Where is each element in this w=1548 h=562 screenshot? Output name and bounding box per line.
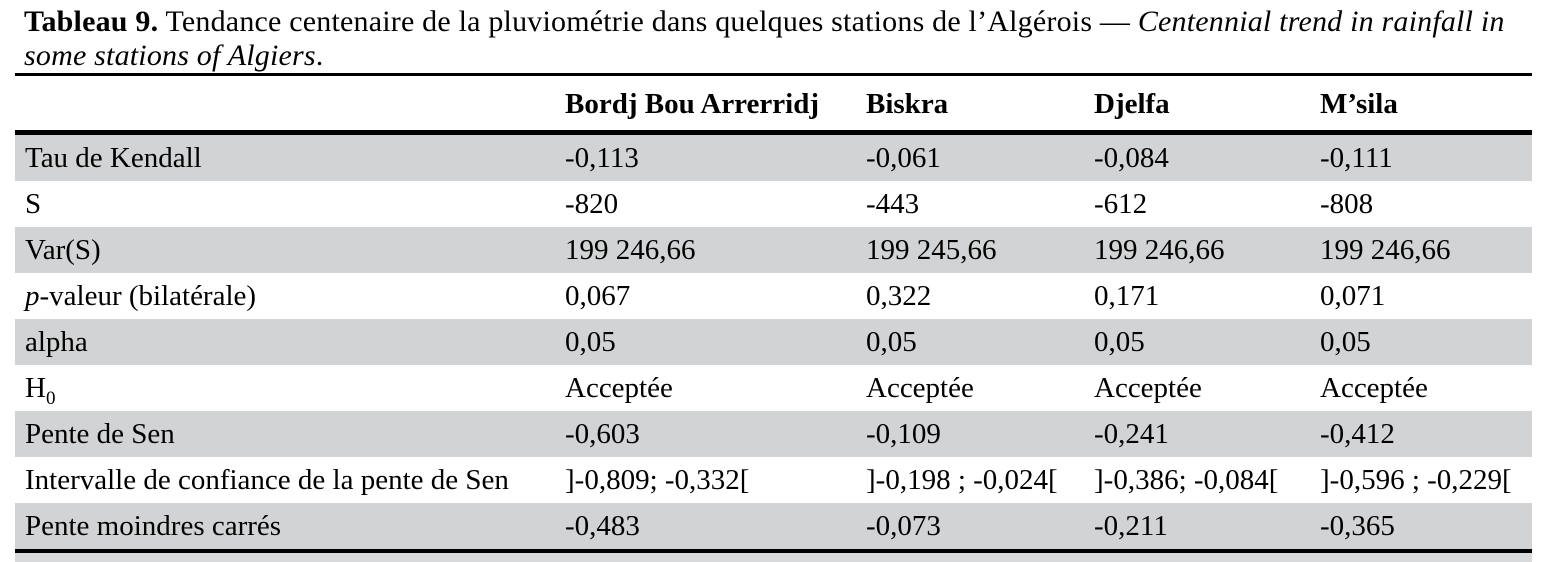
cell: -820 xyxy=(565,187,619,220)
cell: -0,241 xyxy=(1094,417,1169,450)
cell: -0,113 xyxy=(565,141,639,174)
cell: ]-0,596 ; -0,229[ xyxy=(1320,463,1512,496)
statistics-table-container: Bordj Bou Arrerridj Biskra Djelfa M’sila… xyxy=(15,73,1532,562)
row-label: Var(S) xyxy=(25,233,101,266)
cell: 199 246,66 xyxy=(1320,233,1451,266)
caption-dash: — xyxy=(1099,5,1131,38)
cell: -0,603 xyxy=(565,417,640,450)
table-row-var-s: Var(S) 199 246,66 199 245,66 199 246,66 … xyxy=(15,227,1532,273)
table-row-alpha: alpha 0,05 0,05 0,05 0,05 xyxy=(15,319,1532,365)
cell: -612 xyxy=(1094,187,1148,220)
cell: -0,412 xyxy=(1320,417,1395,450)
row-label: Intervalle de confiance de la pente de S… xyxy=(25,463,509,496)
column-header-djelfa: Djelfa xyxy=(1094,74,1320,135)
statistics-table: Bordj Bou Arrerridj Biskra Djelfa M’sila… xyxy=(15,73,1532,553)
table-row-pente-de-sen: Pente de Sen -0,603 -0,109 -0,241 -0,412 xyxy=(15,411,1532,457)
row-label: p-valeur (bilatérale) xyxy=(15,273,565,319)
cell: Acceptée xyxy=(1094,371,1202,404)
column-header-bordj-bou-arrerridj: Bordj Bou Arrerridj xyxy=(565,74,866,135)
column-header-empty xyxy=(15,74,565,135)
row-label: H0 xyxy=(15,365,565,411)
row-label: Pente de Sen xyxy=(25,417,175,450)
table-row-pente-moindres-carres: Pente moindres carrés -0,483 -0,073 -0,2… xyxy=(15,503,1532,551)
cell: 199 246,66 xyxy=(565,233,696,266)
cell: Acceptée xyxy=(565,371,673,404)
cell: Acceptée xyxy=(866,371,974,404)
header-row: Bordj Bou Arrerridj Biskra Djelfa M’sila xyxy=(15,74,1532,135)
caption-english-text: Centennial trend in rainfall in some sta… xyxy=(24,5,1505,72)
cell: 0,05 xyxy=(866,325,917,358)
caption-french-text: Tendance centenaire de la pluviométrie d… xyxy=(165,5,1093,38)
cell: -0,109 xyxy=(866,417,941,450)
cell: -0,483 xyxy=(565,509,640,542)
caption-period: . xyxy=(315,39,324,72)
next-row-sliver xyxy=(15,553,1532,562)
cell: -808 xyxy=(1320,187,1374,220)
row-label-h: H xyxy=(25,371,46,404)
cell: -0,061 xyxy=(866,141,941,174)
caption-table-number: Tableau 9. xyxy=(24,5,159,38)
row-label: Pente moindres carrés xyxy=(25,509,282,542)
column-header-msila: M’sila xyxy=(1320,74,1532,135)
cell: 0,05 xyxy=(1320,325,1371,358)
table-row-s: S -820 -443 -612 -808 xyxy=(15,181,1532,227)
cell: ]-0,809; -0,332[ xyxy=(565,463,750,496)
cell: -0,073 xyxy=(866,509,941,542)
cell: ]-0,198 ; -0,024[ xyxy=(866,463,1058,496)
cell: 199 245,66 xyxy=(866,233,997,266)
cell: -0,365 xyxy=(1320,509,1395,542)
cell: 0,071 xyxy=(1320,279,1386,312)
cell: 0,322 xyxy=(866,279,932,312)
table-row-intervalle-confiance: Intervalle de confiance de la pente de S… xyxy=(15,457,1532,503)
cell: -443 xyxy=(866,187,920,220)
table-row-h0: H0 Acceptée Acceptée Acceptée Acceptée xyxy=(15,365,1532,411)
cell: -0,111 xyxy=(1320,141,1393,174)
cell: Acceptée xyxy=(1320,371,1428,404)
table-row-tau-de-kendall: Tau de Kendall -0,113 -0,061 -0,084 -0,1… xyxy=(15,132,1532,181)
row-label-subscript: 0 xyxy=(45,387,56,409)
cell: 0,171 xyxy=(1094,279,1160,312)
row-label: alpha xyxy=(25,325,88,358)
table-caption: Tableau 9. Tendance centenaire de la plu… xyxy=(0,0,1548,73)
cell: 0,05 xyxy=(565,325,616,358)
column-header-biskra: Biskra xyxy=(866,74,1094,135)
cell: 0,067 xyxy=(565,279,631,312)
cell: 199 246,66 xyxy=(1094,233,1225,266)
table-row-p-valeur: p-valeur (bilatérale) 0,067 0,322 0,171 … xyxy=(15,273,1532,319)
row-label: S xyxy=(25,187,42,220)
cell: 0,05 xyxy=(1094,325,1145,358)
row-label: Tau de Kendall xyxy=(25,141,202,174)
row-label-rest: -valeur (bilatérale) xyxy=(39,279,257,312)
cell: -0,084 xyxy=(1094,141,1169,174)
row-label-italic-p: p xyxy=(25,279,40,312)
cell: -0,211 xyxy=(1094,509,1168,542)
cell: ]-0,386; -0,084[ xyxy=(1094,463,1279,496)
